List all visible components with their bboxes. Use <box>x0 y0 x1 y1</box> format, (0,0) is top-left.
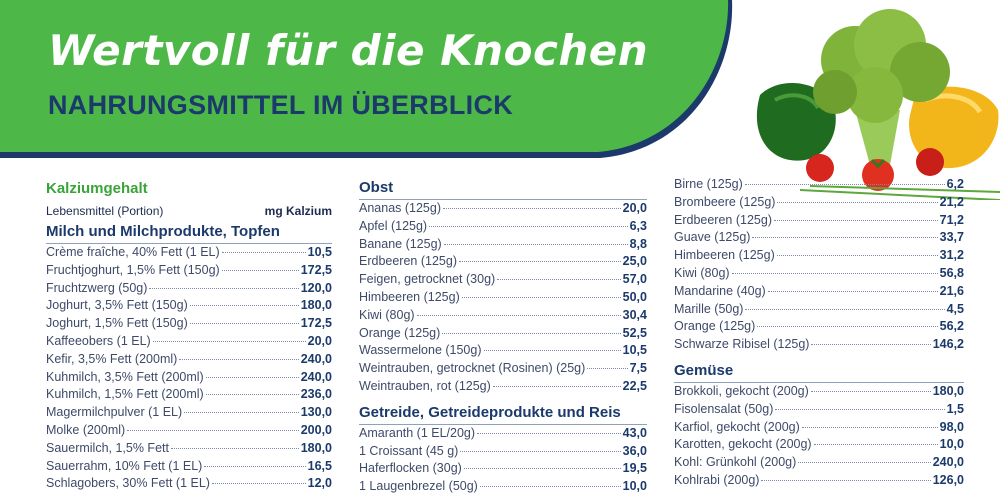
gemuese-list: Brokkoli, gekocht (200g) 180,0 Fisolensal… <box>674 384 964 491</box>
list-item: Molke (200ml) 200,0 <box>46 422 332 437</box>
list-item: Banane (125g) 8,8 <box>359 236 647 251</box>
list-item: Brombeere (125g) 21,2 <box>674 194 964 209</box>
kalziumgehalt-heading: Kalziumgehalt <box>46 180 148 197</box>
list-item: Feigen, getrocknet (30g) 57,0 <box>359 272 647 287</box>
section-title-milch: Milch und Milchprodukte, Topfen <box>46 222 332 244</box>
list-item: Kuhmilch, 3,5% Fett (200ml) 240,0 <box>46 369 332 384</box>
column-obst-gemuese: Birne (125g) 6,2 Brombeere (125g) 21,2 Erd… <box>674 177 964 491</box>
list-item: Fruchtzwerg (50g) 120,0 <box>46 280 332 295</box>
list-item: Sauerrahm, 10% Fett (1 EL) 16,5 <box>46 458 332 473</box>
obst-list: Ananas (125g) 20,0 Apfel (125g) 6,3 Banane… <box>359 201 647 397</box>
list-item: Fruchtjoghurt, 1,5% Fett (150g) 172,5 <box>46 262 332 277</box>
list-item: Weintrauben, rot (125g) 22,5 <box>359 378 647 393</box>
vegetables-illustration <box>756 9 1000 200</box>
list-item: Erdbeeren (125g) 71,2 <box>674 212 964 227</box>
list-item: Orange (125g) 56,2 <box>674 319 964 334</box>
list-item: Erdbeeren (125g) 25,0 <box>359 254 647 269</box>
list-item: Weintrauben, getrocknet (Rosinen) (25g) 7… <box>359 361 647 376</box>
page-subtitle: NAHRUNGSMITTEL IM ÜBERBLICK <box>48 90 514 120</box>
column-obst-getreide: Obst Ananas (125g) 20,0 Apfel (125g) 6,3 B… <box>359 178 647 497</box>
list-item: Schwarze Ribisel (125g) 146,2 <box>674 337 964 352</box>
list-item: Karotten, gekocht (200g) 10,0 <box>674 437 964 452</box>
list-item: Birne (125g) 6,2 <box>674 177 964 191</box>
list-item: Apfel (125g) 6,3 <box>359 218 647 233</box>
list-item: Himbeeren (125g) 50,0 <box>359 289 647 304</box>
food-label: Lebensmittel (Portion) <box>46 204 164 218</box>
banner-shape <box>0 0 733 158</box>
list-item: Joghurt, 1,5% Fett (150g) 172,5 <box>46 316 332 331</box>
section-title-obst: Obst <box>359 178 647 200</box>
list-item: Wassermelone (150g) 10,5 <box>359 343 647 358</box>
unit-label: mg Kalzium <box>264 204 332 218</box>
list-item: Crème fraîche, 40% Fett (1 EL) 10,5 <box>46 245 332 259</box>
getreide-list: Amaranth (1 EL/20g) 43,0 1 Croissant (45 … <box>359 426 647 497</box>
list-item: Magermilchpulver (1 EL) 130,0 <box>46 405 332 420</box>
milch-list: Crème fraîche, 40% Fett (1 EL) 10,5 Fruch… <box>46 245 332 494</box>
list-item: Kiwi (80g) 56,8 <box>674 265 964 280</box>
list-item: Kohl: Grünkohl (200g) 240,0 <box>674 455 964 470</box>
list-item: Mandarine (40g) 21,6 <box>674 283 964 298</box>
list-item: 1 Croissant (45 g) 36,0 <box>359 443 647 458</box>
list-item: Himbeeren (125g) 31,2 <box>674 248 964 263</box>
list-item: Marille (50g) 4,5 <box>674 301 964 316</box>
list-item: Karfiol, gekocht (200g) 98,0 <box>674 419 964 434</box>
section-title-gemuese: Gemüse <box>674 361 964 383</box>
table-subheader: Lebensmittel (Portion) mg Kalzium <box>46 200 332 222</box>
list-item: Kuhmilch, 1,5% Fett (200ml) 236,0 <box>46 387 332 402</box>
list-item: Sauermilch, 1,5% Fett 180,0 <box>46 440 332 455</box>
list-item: Schlagobers, 30% Fett (1 EL) 12,0 <box>46 476 332 491</box>
header-banner: Wertvoll für die Knochen NAHRUNGSMITTEL … <box>0 0 1000 160</box>
list-item: Kefir, 3,5% Fett (200ml) 240,0 <box>46 351 332 366</box>
obst2-list: Birne (125g) 6,2 Brombeere (125g) 21,2 Erd… <box>674 177 964 355</box>
list-item: 1 Laugenbrezel (50g) 10,0 <box>359 479 647 494</box>
list-item: Brokkoli, gekocht (200g) 180,0 <box>674 383 964 398</box>
list-item: Fisolensalat (50g) 1,5 <box>674 401 964 416</box>
list-item: Guave (125g) 33,7 <box>674 230 964 245</box>
list-item: Kiwi (80g) 30,4 <box>359 307 647 322</box>
list-item: Joghurt, 3,5% Fett (150g) 180,0 <box>46 298 332 313</box>
list-item: Amaranth (1 EL/20g) 43,0 <box>359 425 647 440</box>
page-title: Wertvoll für die Knochen <box>48 26 649 75</box>
list-item: Orange (125g) 52,5 <box>359 325 647 340</box>
list-item: Haferflocken (30g) 19,5 <box>359 461 647 476</box>
column-milchprodukte: Kalziumgehalt Lebensmittel (Portion) mg … <box>46 178 332 494</box>
list-item: Kaffeeobers (1 EL) 20,0 <box>46 333 332 348</box>
list-item: Ananas (125g) 20,0 <box>359 201 647 215</box>
list-item: Kohlrabi (200g) 126,0 <box>674 472 964 487</box>
section-title-getreide: Getreide, Getreideprodukte und Reis <box>359 403 647 425</box>
